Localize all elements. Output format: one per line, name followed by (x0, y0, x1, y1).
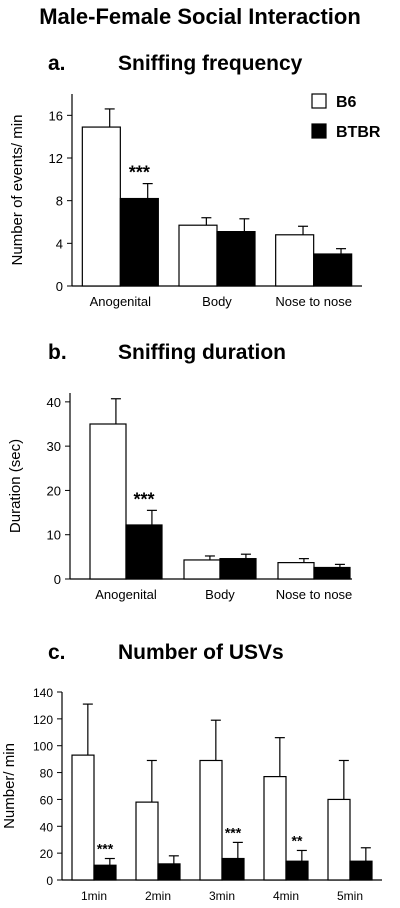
significance-label: *** (133, 489, 154, 509)
c-bar-btbr-2 (157, 863, 181, 881)
x-tick-label: Nose to nose (275, 294, 352, 309)
c-bar-b6-5 (327, 798, 351, 881)
y-tick-label: 80 (40, 767, 54, 781)
y-tick-label: 0 (46, 874, 53, 888)
legend-label-b6: B6 (336, 94, 357, 111)
x-tick-label: 5min (337, 889, 363, 903)
c-bar-btbr-1 (93, 864, 117, 881)
c-bar-btbr-3 (221, 857, 245, 881)
y-tick-label: 40 (47, 395, 61, 410)
y-tick-label: 8 (56, 194, 63, 209)
figure-title: Male-Female Social Interaction (39, 4, 361, 29)
panel-c-title: Number of USVs (118, 641, 284, 664)
panel-a-letter: a. (48, 52, 66, 75)
b-bar-b6-3 (277, 562, 315, 580)
x-tick-label: 3min (209, 889, 235, 903)
c-bar-b6-3 (199, 759, 223, 881)
b-bar-b6-2 (183, 559, 221, 580)
y-tick-label: 20 (47, 483, 61, 498)
y-tick-label: 100 (33, 740, 53, 754)
a-bar-b6-3 (275, 234, 315, 287)
a-bar-btbr-2 (216, 231, 256, 287)
panel-b-letter: b. (48, 341, 67, 364)
panel-b-chart: 0 10 20 30 40 Duration (sec) Anogenital Body Nos… (7, 393, 353, 602)
panel-c-chart: 0 20 40 60 80 100 120 140 Number/ min 1min 2min 3mi… (1, 686, 382, 903)
a-bar-btbr-3 (313, 253, 353, 287)
a-bar-btbr-1 (119, 197, 159, 287)
b-bar-btbr-1 (125, 524, 163, 580)
y-tick-label: 0 (54, 572, 61, 587)
panel-c-letter: c. (48, 641, 66, 664)
significance-label: ** (292, 832, 303, 848)
legend-swatch-b6 (311, 93, 327, 109)
y-axis-label: Number/ min (1, 743, 18, 829)
y-tick-label: 140 (33, 686, 53, 700)
x-tick-label: 4min (273, 889, 299, 903)
panel-b-title: Sniffing duration (118, 341, 286, 364)
x-tick-label: 1min (81, 889, 107, 903)
c-bar-b6-2 (135, 801, 159, 881)
x-tick-label: Body (202, 294, 232, 309)
y-tick-label: 16 (49, 108, 63, 123)
c-bar-btbr-4 (285, 860, 309, 881)
b-bar-btbr-3 (313, 566, 351, 580)
x-tick-label: Body (205, 587, 235, 602)
x-tick-label: Anogenital (95, 587, 157, 602)
a-bar-b6-1 (81, 126, 121, 287)
panel-a-title: Sniffing frequency (118, 52, 303, 75)
y-tick-label: 20 (40, 847, 54, 861)
y-axis-label: Duration (sec) (7, 439, 24, 533)
y-tick-label: 30 (47, 439, 61, 454)
significance-label: *** (129, 163, 150, 183)
c-bar-b6-4 (263, 775, 287, 881)
y-tick-label: 4 (56, 236, 63, 251)
a-bar-b6-2 (178, 224, 218, 287)
b-bar-b6-1 (89, 423, 127, 580)
y-tick-label: 10 (47, 528, 61, 543)
y-tick-label: 60 (40, 793, 54, 807)
significance-label: *** (225, 824, 242, 840)
c-bar-b6-1 (71, 754, 95, 881)
y-tick-label: 12 (49, 151, 63, 166)
x-tick-label: Nose to nose (276, 587, 353, 602)
panel-a-chart: 0 4 8 12 16 Number of events/ min Anogenital Bo… (9, 93, 381, 309)
y-tick-label: 120 (33, 713, 53, 727)
legend-swatch-btbr (311, 123, 327, 139)
y-tick-label: 0 (56, 279, 63, 294)
legend-label-btbr: BTBR (336, 124, 381, 141)
y-tick-label: 40 (40, 820, 54, 834)
x-tick-label: Anogenital (90, 294, 152, 309)
significance-label: *** (97, 841, 114, 857)
b-bar-btbr-2 (219, 558, 257, 580)
c-bar-btbr-5 (349, 860, 373, 881)
y-axis-label: Number of events/ min (9, 115, 26, 266)
x-tick-label: 2min (145, 889, 171, 903)
